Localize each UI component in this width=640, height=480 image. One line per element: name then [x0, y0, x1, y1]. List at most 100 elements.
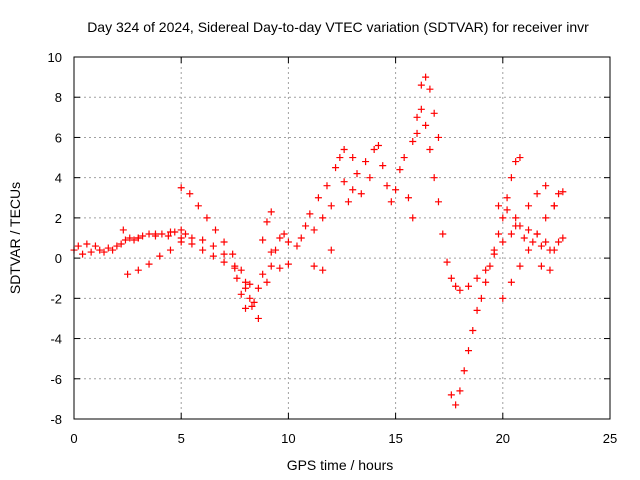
data-point [422, 73, 430, 81]
data-point [546, 266, 554, 274]
data-point [319, 266, 327, 274]
data-point [507, 278, 515, 286]
data-point [529, 238, 537, 246]
data-point [503, 194, 511, 202]
data-point [267, 208, 275, 216]
series-dip-18 [447, 154, 524, 409]
data-point [126, 234, 134, 242]
data-point [507, 174, 515, 182]
y-tick-label: 8 [55, 90, 62, 105]
data-point [199, 236, 207, 244]
data-point [203, 214, 211, 222]
data-point [263, 278, 271, 286]
data-point [542, 238, 550, 246]
data-point [392, 186, 400, 194]
data-point [452, 282, 460, 290]
x-tick-label: 20 [496, 431, 510, 446]
data-point [188, 240, 196, 248]
grid-lines [74, 57, 610, 419]
data-point [177, 226, 185, 234]
y-tick-label: -2 [50, 291, 62, 306]
data-point [336, 154, 344, 162]
data-point [139, 232, 147, 240]
y-tick-label: 6 [55, 130, 62, 145]
data-point [469, 327, 477, 335]
data-point [134, 266, 142, 274]
data-point [546, 246, 554, 254]
data-point [417, 81, 425, 89]
data-point [212, 226, 220, 234]
data-point [134, 234, 142, 242]
x-tick-label: 15 [388, 431, 402, 446]
data-point [396, 166, 404, 174]
y-tick-label: 2 [55, 211, 62, 226]
data-point [87, 248, 95, 256]
data-point [100, 248, 108, 256]
data-point [344, 198, 352, 206]
data-point [209, 252, 217, 260]
data-point [362, 158, 370, 166]
series-late-20-23 [495, 182, 567, 302]
data-point [340, 146, 348, 154]
data-point [237, 266, 245, 274]
y-tick-label: -4 [50, 332, 62, 347]
data-point [276, 264, 284, 272]
data-point [74, 242, 82, 250]
data-point [237, 290, 245, 298]
data-point [340, 178, 348, 186]
data-point [246, 280, 254, 288]
data-point [516, 154, 524, 162]
y-tick-label: -6 [50, 372, 62, 387]
y-tick-label: 4 [55, 171, 62, 186]
data-point [460, 367, 468, 375]
data-points [70, 73, 567, 409]
data-point [280, 230, 288, 238]
data-point [413, 113, 421, 121]
data-point [353, 170, 361, 178]
data-point [370, 146, 378, 154]
data-point [119, 226, 127, 234]
data-point [516, 262, 524, 270]
series-early [70, 226, 189, 258]
data-point [417, 105, 425, 113]
axis-ticks: 0 5 10 15 20 25 -8 -6 -4 -2 0 2 4 6 8 10 [48, 50, 618, 446]
data-point [512, 222, 520, 230]
data-point [430, 109, 438, 117]
data-point [542, 182, 550, 190]
series-peak-16 [409, 73, 558, 294]
y-tick-label: 0 [55, 251, 62, 266]
data-point [426, 85, 434, 93]
data-point [499, 214, 507, 222]
data-point [559, 234, 567, 242]
data-point [374, 141, 382, 149]
data-point [229, 250, 237, 258]
data-point [293, 242, 301, 250]
series-noisy-8-10 [233, 208, 292, 312]
data-point [499, 238, 507, 246]
data-point [231, 264, 239, 272]
data-point [242, 304, 250, 312]
data-point [220, 250, 228, 258]
data-point [314, 194, 322, 202]
data-point [254, 314, 262, 322]
data-point [533, 190, 541, 198]
x-axis-label: GPS time / hours [287, 457, 394, 473]
data-point [499, 294, 507, 302]
data-point [181, 230, 189, 238]
data-point [113, 242, 121, 250]
x-tick-label: 5 [178, 431, 185, 446]
data-point [272, 246, 280, 254]
data-point [263, 218, 271, 226]
data-point [323, 182, 331, 190]
data-point [434, 133, 442, 141]
data-point [349, 154, 357, 162]
data-point [409, 214, 417, 222]
data-point [302, 222, 310, 230]
data-point [404, 194, 412, 202]
data-point [490, 246, 498, 254]
data-point [297, 234, 305, 242]
data-point [422, 121, 430, 129]
data-point [550, 202, 558, 210]
data-point [83, 240, 91, 248]
data-point [276, 234, 284, 242]
